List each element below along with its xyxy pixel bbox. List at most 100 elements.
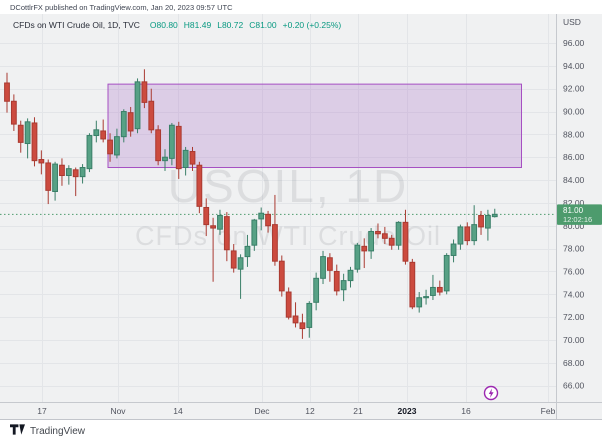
price-tick-label: 74.00 — [563, 289, 585, 299]
candle-body — [361, 245, 368, 252]
candle-body — [162, 156, 168, 162]
candle-body — [326, 257, 333, 271]
candle-body — [450, 243, 457, 256]
time-tick-label: 14 — [173, 406, 183, 416]
time-tick-label: Dec — [254, 406, 270, 416]
candle-body — [24, 121, 31, 145]
tradingview-logo-icon[interactable] — [10, 422, 25, 438]
candle-body — [100, 130, 107, 140]
candle-body — [141, 81, 148, 103]
candle-body — [17, 124, 24, 143]
candle-body — [148, 100, 155, 131]
price-tick-label: 82.00 — [563, 198, 585, 208]
candle-body — [457, 226, 464, 245]
candle-body — [265, 213, 271, 227]
legend-change: +0.20 (+0.25%) — [282, 20, 342, 30]
candle-body — [375, 230, 381, 235]
candle-body — [478, 214, 484, 228]
candle-body — [333, 270, 340, 292]
candle-body — [381, 233, 388, 239]
watermark-symbol: USOIL, 1D — [168, 160, 408, 212]
price-tick-label: 80.00 — [563, 221, 585, 231]
candle-body — [430, 286, 436, 296]
price-axis[interactable]: USD 96.00 94.00 92.00 90.00 88.00 86.00 84.00 82… — [563, 17, 585, 391]
symbol-legend: CFDs on WTI Crude Oil, 1D, TVC O80.80 H8… — [13, 20, 347, 30]
candle-body — [175, 125, 182, 170]
candle-body — [272, 224, 278, 262]
candle-body — [464, 226, 471, 242]
horizontal-gridlines — [0, 43, 556, 387]
candle-body — [134, 81, 141, 130]
time-tick-label: Feb — [541, 406, 556, 416]
candle-body — [189, 151, 196, 165]
price-tick-label: 78.00 — [563, 244, 585, 254]
candle-body — [436, 286, 443, 293]
last-price-value: 81.00 — [563, 206, 584, 215]
price-tick-label: 88.00 — [563, 129, 585, 139]
candle-body — [210, 225, 216, 229]
candle-body — [416, 297, 423, 308]
time-tick-label: 2023 — [398, 406, 417, 416]
candle-body — [127, 112, 134, 132]
candle-body — [65, 168, 72, 177]
time-tick-label: Nov — [110, 406, 126, 416]
legend-high: H81.49 — [183, 20, 212, 30]
legend-open: O80.80 — [149, 20, 178, 30]
price-axis-currency: USD — [563, 17, 581, 27]
candle-body — [340, 280, 347, 291]
candle-body — [471, 224, 478, 242]
footer: TradingView — [10, 422, 85, 438]
time-tick-label: 17 — [37, 406, 47, 416]
candle-body — [31, 122, 38, 162]
price-tick-label: 90.00 — [563, 107, 585, 117]
candle-body — [45, 162, 52, 191]
candle-body — [168, 124, 175, 159]
chart-background — [0, 14, 602, 420]
candle-body — [292, 315, 299, 324]
candle-body — [402, 221, 409, 262]
legend-symbol[interactable]: CFDs on WTI Crude Oil, 1D, TVC — [13, 20, 140, 30]
candle-body — [120, 111, 127, 138]
candle-body — [306, 302, 313, 328]
flash-icon[interactable] — [483, 385, 499, 401]
candle-body — [443, 254, 450, 292]
candle-body — [244, 245, 251, 258]
price-tick-label: 70.00 — [563, 335, 585, 345]
candle-body — [93, 129, 100, 137]
candle-body — [251, 219, 258, 246]
candle-body — [313, 277, 320, 303]
candle-body — [230, 250, 237, 269]
price-tick-label: 86.00 — [563, 152, 585, 162]
candle-body — [258, 212, 265, 220]
candle-body — [79, 167, 86, 178]
bar-countdown: 12:02:16 — [563, 215, 592, 224]
time-tick-label: 12 — [305, 406, 315, 416]
candle-body — [491, 213, 498, 218]
candle-body — [59, 164, 65, 177]
legend-close: C81.00 — [249, 20, 277, 30]
vertical-gridlines — [42, 14, 549, 402]
tradingview-brand[interactable]: TradingView — [30, 425, 86, 437]
candle-body — [114, 136, 120, 156]
candle-body — [395, 221, 402, 246]
candle-body — [320, 256, 326, 279]
candle-body — [354, 244, 361, 270]
candle-body — [285, 291, 292, 318]
candle-body — [155, 129, 162, 162]
legend-low: L80.72 — [217, 20, 244, 30]
candles — [4, 69, 498, 339]
candle-body — [52, 163, 58, 192]
time-tick-label: 16 — [461, 406, 471, 416]
candle-body — [217, 214, 223, 230]
candle-body — [72, 169, 79, 178]
candle-body — [409, 261, 416, 308]
candle-body — [182, 149, 189, 169]
candle-body — [4, 82, 10, 102]
price-tick-label: 68.00 — [563, 358, 585, 368]
candle-body — [203, 206, 210, 226]
price-tick-label: 72.00 — [563, 312, 585, 322]
time-axis[interactable]: 17 Nov 14 Dec 12 21 2023 16 Feb — [37, 406, 555, 416]
